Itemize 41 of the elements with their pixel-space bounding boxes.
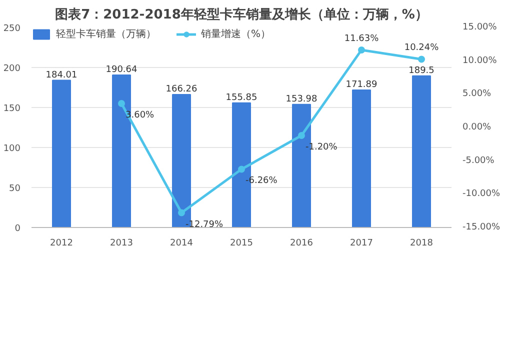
data-label: 190.64: [106, 64, 138, 75]
point: [118, 100, 125, 107]
y-tick-label: 200: [3, 64, 21, 74]
data-label: 10.24%: [404, 43, 440, 54]
x-tick-label: 2013: [110, 238, 133, 248]
point: [358, 46, 365, 54]
point: [238, 166, 245, 173]
point: [178, 209, 185, 216]
data-label: 155.85: [226, 92, 258, 103]
y2-tick-label: 15.00%: [462, 22, 498, 32]
chart-title: 图表7：2012-2018年轻型卡车销量及增长（单位：万辆，%）: [55, 6, 428, 22]
x-tick-label: 2018: [410, 238, 434, 248]
y2-tick-label: 0.00%: [462, 122, 492, 132]
y2-tick-label: 10.00%: [462, 56, 498, 66]
x-tick-label: 2015: [230, 238, 253, 248]
bar: [412, 75, 431, 228]
y-tick-label: 150: [3, 104, 21, 114]
x-tick-label: 2016: [290, 238, 314, 248]
legend-label: 销量增速（%）: [201, 28, 271, 41]
y-tick-label: 0: [14, 224, 21, 234]
x-tick-label: 2017: [350, 238, 373, 248]
y-tick-label: 250: [3, 24, 21, 34]
data-label: 153.98: [286, 94, 318, 104]
bar: [352, 89, 371, 228]
y2-tick-label: -10.00%: [462, 189, 501, 200]
data-label: 11.63%: [344, 34, 380, 44]
y2-tick-label: -15.00%: [462, 222, 501, 232]
y-tick-label: 50: [9, 184, 21, 194]
data-label: 171.89: [346, 80, 378, 90]
bar: [52, 80, 71, 228]
point: [418, 56, 425, 63]
x-tick-label: 2014: [170, 238, 194, 248]
y2-tick-label: 5.00%: [462, 89, 492, 100]
x-tick-label: 2012: [50, 238, 73, 248]
y-tick-label: 100: [3, 144, 21, 154]
y2-tick-label: -5.00%: [462, 156, 495, 166]
legend-label: 轻型卡车销量（万辆）: [56, 28, 156, 41]
data-label: 184.01: [46, 70, 78, 80]
data-label: 189.5: [408, 66, 434, 76]
data-label: 166.26: [166, 84, 198, 94]
point: [298, 132, 305, 139]
